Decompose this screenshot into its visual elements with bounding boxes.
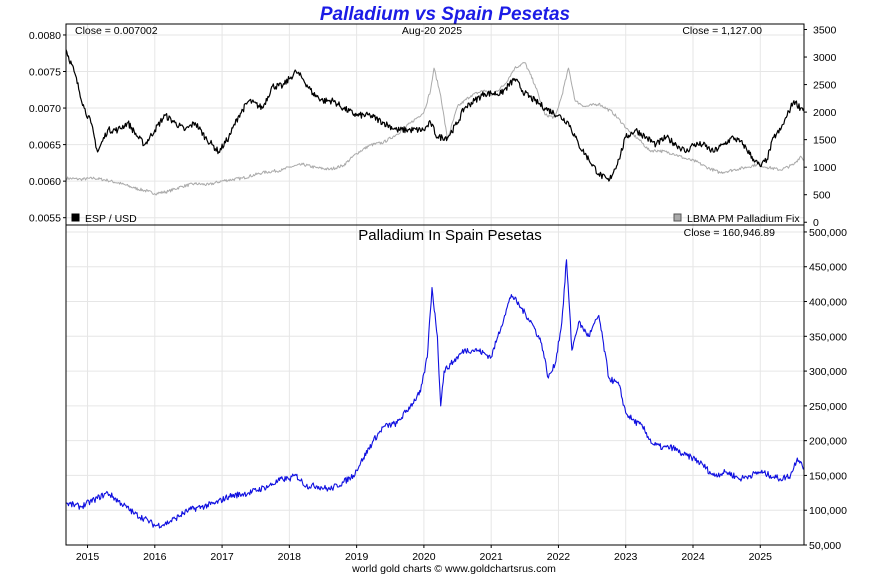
- bottom-right-tick-label: 400,000: [809, 297, 847, 309]
- top-left-close: Close = 0.007002: [75, 25, 158, 37]
- top-left-tick-label: 0.0080: [29, 30, 61, 42]
- top-left-tick-label: 0.0070: [29, 103, 61, 115]
- legend-swatch-palladium-fix: [673, 213, 682, 222]
- bottom-right-tick-label: 300,000: [809, 366, 847, 378]
- top-left-tick-label: 0.0075: [29, 67, 61, 79]
- series-line-esp-usd: [65, 49, 805, 182]
- top-right-tick-label: 3000: [813, 52, 837, 64]
- bottom-right-tick-label: 200,000: [809, 436, 847, 448]
- x-tick-label: 2016: [143, 551, 167, 563]
- x-axis: 2015 2016 2017 2018 2019 2020 2021 2022 2023 2024…: [76, 545, 772, 563]
- top-panel-series: [65, 49, 805, 196]
- top-right-axis: 3500 3000 2500 2000 1500 1000 500 0: [804, 25, 837, 229]
- x-tick-label: 2021: [479, 551, 503, 563]
- top-right-close: Close = 1,127.00: [682, 25, 762, 37]
- bottom-right-tick-label: 100,000: [809, 505, 847, 517]
- top-right-tick-label: 3500: [813, 25, 837, 37]
- bottom-right-tick-label: 250,000: [809, 401, 847, 413]
- x-tick-label: 2017: [210, 551, 234, 563]
- chart-title: Palladium vs Spain Pesetas: [320, 4, 570, 25]
- bottom-right-tick-label: 50,000: [809, 540, 841, 552]
- bottom-panel-frame: [65, 224, 805, 546]
- bottom-panel-subtitle: Palladium In Spain Pesetas: [358, 227, 541, 244]
- top-left-axis: 0.0080 0.0075 0.0070 0.0065 0.0060 0.0055: [29, 30, 66, 225]
- bottom-right-axis: 500,000 450,000 400,000 350,000 300,000 250,0…: [804, 227, 847, 552]
- x-tick-label: 2022: [547, 551, 571, 563]
- x-tick-label: 2018: [278, 551, 302, 563]
- top-left-tick-label: 0.0060: [29, 176, 61, 188]
- bottom-right-tick-label: 450,000: [809, 262, 847, 274]
- top-right-tick-label: 2000: [813, 107, 837, 119]
- x-tick-label: 2025: [749, 551, 773, 563]
- bottom-right-tick-label: 500,000: [809, 227, 847, 239]
- legend-swatch-esp-usd: [71, 213, 80, 222]
- bottom-right-tick-label: 350,000: [809, 331, 847, 343]
- top-date-label: Aug-20 2025: [402, 25, 462, 37]
- x-tick-label: 2023: [614, 551, 638, 563]
- x-tick-label: 2019: [345, 551, 369, 563]
- top-right-tick-label: 500: [813, 190, 831, 202]
- top-left-tick-label: 0.0055: [29, 213, 61, 225]
- x-tick-label: 2015: [76, 551, 100, 563]
- top-right-tick-label: 1500: [813, 135, 837, 147]
- series-line-palladium-fix: [65, 62, 805, 196]
- top-right-tick-label: 0: [813, 217, 819, 229]
- top-right-tick-label: 2500: [813, 80, 837, 92]
- legend-label-palladium-fix: LBMA PM Palladium Fix: [687, 213, 800, 225]
- bottom-panel-close: Close = 160,946.89: [684, 227, 776, 239]
- legend-label-esp-usd: ESP / USD: [85, 213, 137, 225]
- bottom-panel-series: [65, 259, 805, 529]
- footer-credit: world gold charts © www.goldchartsrus.co…: [351, 563, 556, 575]
- top-right-tick-label: 1000: [813, 162, 837, 174]
- top-left-tick-label: 0.0065: [29, 140, 61, 152]
- bottom-panel-grid: [66, 225, 804, 546]
- series-line-palladium-in-pesetas: [65, 259, 805, 529]
- bottom-right-tick-label: 150,000: [809, 470, 847, 482]
- x-tick-label: 2020: [412, 551, 436, 563]
- x-tick-label: 2024: [681, 551, 705, 563]
